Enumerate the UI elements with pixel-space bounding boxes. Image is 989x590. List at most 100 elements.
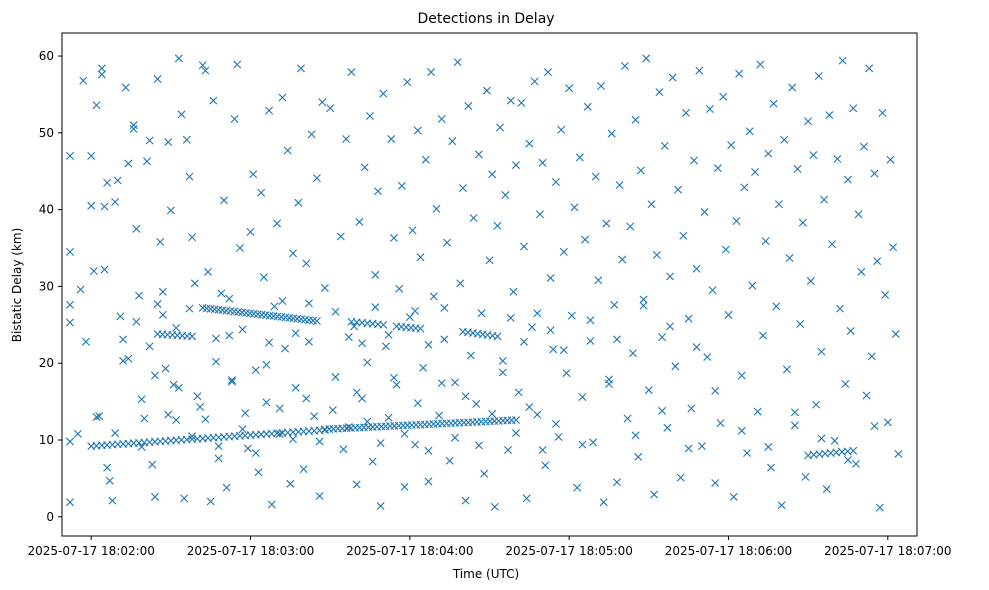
detection-marker <box>631 431 640 440</box>
detection-marker <box>145 342 154 351</box>
detection-marker <box>416 253 425 262</box>
detection-marker <box>318 98 327 107</box>
detection-marker <box>111 429 120 438</box>
detection-marker <box>647 200 656 209</box>
detection-marker <box>251 366 260 375</box>
detection-marker <box>543 68 552 77</box>
detection-marker <box>360 163 369 172</box>
detection-marker <box>549 345 558 354</box>
detection-marker <box>458 184 467 193</box>
detection-marker <box>137 395 146 404</box>
detection-marker <box>405 313 414 322</box>
detection-marker <box>153 75 162 84</box>
detection-marker <box>379 320 388 329</box>
detection-marker <box>440 335 449 344</box>
detection-marker <box>743 449 752 458</box>
detection-marker <box>124 159 133 168</box>
detection-marker <box>618 255 627 264</box>
detection-marker <box>737 426 746 435</box>
detection-marker <box>737 371 746 380</box>
detection-marker <box>270 302 279 311</box>
detection-marker <box>148 460 157 469</box>
detection-marker <box>129 121 138 130</box>
detection-marker <box>828 240 837 249</box>
detection-marker <box>246 227 255 236</box>
detection-marker <box>533 410 542 419</box>
detection-marker <box>79 76 88 85</box>
detection-marker <box>512 161 521 170</box>
detection-marker <box>97 64 106 73</box>
detection-marker <box>161 364 170 373</box>
detection-marker <box>620 62 629 71</box>
detection-marker <box>766 463 775 472</box>
detection-marker <box>676 473 685 482</box>
detection-marker <box>639 301 648 310</box>
detection-marker <box>437 379 446 388</box>
detection-marker <box>185 172 194 181</box>
detection-marker <box>642 54 651 63</box>
detection-marker <box>373 187 382 196</box>
detection-marker <box>851 459 860 468</box>
detection-marker <box>689 156 698 165</box>
detection-marker <box>400 482 409 491</box>
detection-marker <box>527 323 536 332</box>
detection-marker <box>551 419 560 428</box>
detection-marker <box>565 84 574 93</box>
detection-marker <box>453 58 462 67</box>
detection-marker <box>764 442 773 451</box>
detection-marker <box>190 279 199 288</box>
detection-marker <box>559 346 568 355</box>
detection-marker <box>265 338 274 347</box>
detection-marker <box>339 445 348 454</box>
detection-marker <box>506 313 515 322</box>
detection-marker <box>538 446 547 454</box>
detection-marker <box>496 123 505 132</box>
detection-marker <box>445 456 454 465</box>
detection-marker <box>790 408 799 417</box>
plot-frame <box>61 32 918 537</box>
detection-marker <box>328 406 337 415</box>
detection-marker <box>87 201 96 210</box>
detection-marker <box>581 235 590 244</box>
detection-marker <box>886 155 895 164</box>
detection-marker <box>525 402 534 411</box>
detection-marker <box>599 498 608 507</box>
detection-marker <box>461 392 470 401</box>
detection-marker <box>376 502 385 511</box>
detection-marker <box>655 88 664 97</box>
data-points-layer <box>65 54 903 512</box>
detection-marker <box>461 496 470 505</box>
detection-marker <box>307 130 316 139</box>
detection-marker <box>520 242 529 251</box>
detection-marker <box>881 290 890 299</box>
detection-marker <box>870 169 879 178</box>
detection-marker <box>562 369 571 378</box>
detection-marker <box>87 151 96 160</box>
detection-marker <box>684 314 693 323</box>
detection-marker <box>788 83 797 92</box>
detection-marker <box>65 318 74 327</box>
detection-marker <box>589 438 598 447</box>
detection-marker <box>578 440 587 449</box>
detection-marker <box>878 108 887 117</box>
detection-marker <box>801 472 810 481</box>
detection-marker <box>119 356 128 365</box>
detection-marker <box>506 96 515 105</box>
detection-marker <box>867 352 876 361</box>
detection-marker <box>304 337 313 346</box>
detection-marker <box>166 206 175 215</box>
detection-marker <box>113 176 122 185</box>
detection-marker <box>145 136 154 145</box>
detection-marker <box>514 388 523 397</box>
detection-marker <box>530 77 539 86</box>
detection-marker <box>862 391 871 400</box>
detection-marker <box>628 349 637 358</box>
detection-marker <box>174 383 183 392</box>
detection-marker <box>111 197 120 206</box>
detection-marker <box>267 500 276 509</box>
detection-marker <box>103 178 112 187</box>
detection-marker <box>889 243 898 252</box>
detection-marker <box>719 92 728 101</box>
detection-marker <box>358 339 367 348</box>
detection-marker <box>233 60 242 69</box>
